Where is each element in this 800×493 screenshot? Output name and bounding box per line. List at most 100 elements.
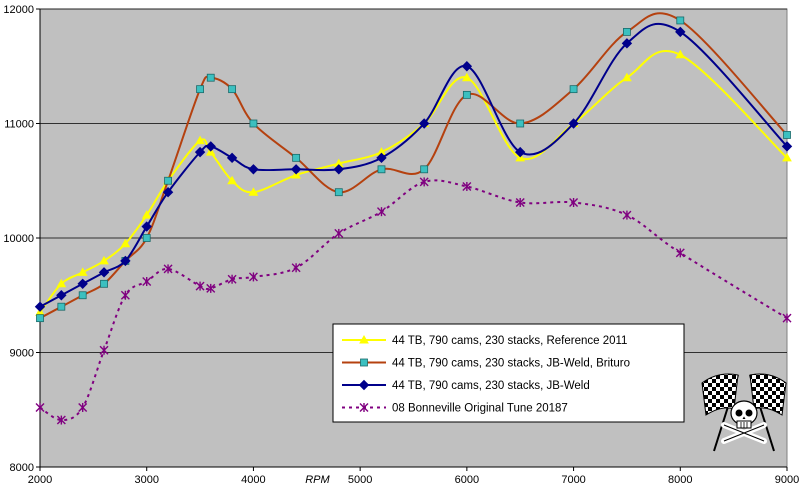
legend-item: 44 TB, 790 cams, 230 stacks, Reference 2…	[342, 334, 627, 347]
data-point-star	[142, 277, 152, 287]
x-tick-label: 3000	[134, 474, 158, 486]
series-layer	[34, 12, 793, 425]
x-tick-label: 6000	[455, 474, 479, 486]
data-point-star	[120, 290, 130, 300]
y-axis-ticks: 8000 9000 10000 11000 12000	[3, 4, 40, 474]
data-point-square	[228, 85, 236, 94]
data-point-triangle	[461, 72, 472, 82]
data-point-diamond	[248, 164, 259, 175]
y-tick-label: 12000	[3, 4, 34, 16]
y-tick-label: 8000	[10, 462, 34, 474]
data-point-diamond	[290, 164, 302, 175]
y-tick-label: 10000	[3, 233, 34, 245]
y-tick-label: 9000	[10, 348, 34, 360]
data-point-star	[622, 210, 632, 220]
legend-label: 08 Bonneville Original Tune 20187	[392, 403, 568, 415]
data-point-diamond	[515, 146, 526, 158]
data-point-triangle	[195, 135, 205, 145]
data-point-square	[57, 302, 66, 311]
legend-label: 44 TB, 790 cams, 230 stacks, Reference 2…	[392, 335, 627, 347]
data-point-star	[99, 345, 109, 355]
data-point-diamond	[418, 118, 430, 129]
data-point-diamond	[56, 290, 67, 301]
data-point-star	[359, 403, 369, 412]
y-tick-label: 11000	[4, 119, 34, 131]
data-point-triangle	[515, 152, 526, 162]
data-point-star	[291, 263, 301, 273]
data-point-star	[163, 264, 173, 274]
data-point-star	[227, 274, 237, 284]
data-point-triangle	[248, 187, 259, 196]
data-point-diamond	[675, 26, 686, 38]
data-point-star	[334, 228, 344, 238]
data-point-square	[206, 73, 215, 82]
data-point-triangle	[675, 49, 686, 59]
data-point-triangle	[56, 278, 67, 288]
data-point-triangle	[120, 238, 131, 248]
data-point-square	[783, 131, 791, 139]
data-point-diamond	[77, 278, 88, 290]
data-point-diamond	[120, 255, 131, 267]
data-point-square	[249, 119, 258, 128]
data-point-square	[676, 16, 685, 25]
data-point-star	[782, 313, 792, 323]
data-point-square	[334, 188, 343, 197]
data-point-star	[56, 415, 66, 425]
data-point-diamond	[162, 186, 174, 198]
data-point-star	[206, 283, 216, 293]
data-point-square	[623, 27, 631, 36]
data-point-triangle	[77, 267, 88, 276]
data-point-triangle	[359, 334, 369, 344]
data-point-star	[248, 272, 258, 282]
data-point-square	[377, 165, 386, 174]
data-point-square	[100, 279, 108, 288]
legend-box	[332, 323, 685, 423]
data-point-square	[360, 358, 368, 367]
series-3	[34, 22, 793, 312]
data-point-star	[419, 177, 429, 187]
data-point-diamond	[621, 38, 633, 49]
data-point-diamond	[781, 141, 793, 152]
data-point-diamond	[461, 61, 473, 72]
data-point-triangle	[99, 255, 109, 265]
legend: 44 TB, 790 cams, 230 stacks, Reference 2…	[332, 323, 685, 423]
skull-flags-logo	[701, 373, 787, 452]
data-point-star	[195, 281, 205, 291]
data-point-triangle	[622, 72, 632, 82]
legend-item: 44 TB, 790 cams, 230 stacks, JB-Weld	[342, 379, 590, 392]
data-point-square	[420, 165, 429, 174]
data-point-diamond	[376, 152, 387, 164]
data-point-square	[569, 85, 578, 94]
data-point-star	[515, 198, 525, 208]
data-point-star	[569, 198, 579, 208]
data-point-diamond	[34, 301, 46, 312]
x-tick-label: 8000	[668, 474, 692, 486]
legend-label: 44 TB, 790 cams, 230 stacks, JB-Weld	[392, 380, 590, 392]
data-point-star	[35, 402, 45, 412]
x-tick-label: 9000	[775, 474, 799, 486]
data-point-square	[292, 153, 301, 162]
data-point-square	[516, 119, 525, 128]
data-point-diamond	[226, 152, 238, 164]
data-point-diamond	[98, 267, 110, 278]
legend-label: 44 TB, 790 cams, 230 stacks, JB-Weld, Br…	[392, 358, 630, 370]
data-point-diamond	[141, 221, 152, 232]
data-point-star	[462, 181, 472, 191]
data-point-star	[675, 248, 685, 258]
x-tick-label: 5000	[348, 474, 372, 486]
data-point-square	[196, 85, 204, 94]
x-axis-label: RPM	[305, 474, 330, 486]
x-tick-label: 4000	[241, 474, 265, 486]
x-tick-label: 2000	[28, 474, 52, 486]
data-point-square	[78, 291, 87, 300]
data-point-triangle	[291, 170, 301, 179]
data-point-square	[164, 176, 172, 185]
data-point-diamond	[205, 141, 216, 152]
data-point-triangle	[227, 175, 237, 185]
data-point-diamond	[568, 118, 579, 129]
data-point-square	[462, 90, 471, 99]
data-point-square	[36, 314, 44, 323]
data-point-triangle	[782, 152, 792, 162]
data-point-triangle	[205, 147, 216, 156]
